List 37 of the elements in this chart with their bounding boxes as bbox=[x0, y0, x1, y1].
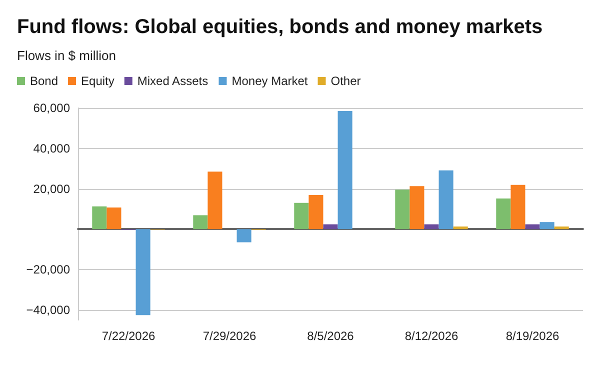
bar bbox=[554, 226, 569, 230]
x-tick-label: 8/5/2026 bbox=[307, 329, 354, 343]
bar bbox=[308, 195, 324, 230]
bar bbox=[236, 229, 252, 242]
bar bbox=[106, 208, 122, 230]
bar bbox=[510, 184, 526, 230]
legend-label: Money Market bbox=[232, 74, 308, 88]
bar bbox=[323, 224, 338, 230]
legend-label: Equity bbox=[81, 74, 114, 88]
bar bbox=[136, 229, 150, 316]
legend-label: Other bbox=[330, 74, 361, 88]
bar bbox=[208, 172, 222, 230]
x-tick-label: 7/22/2026 bbox=[102, 329, 156, 343]
x-tick-label: 8/12/2026 bbox=[404, 329, 459, 343]
bar bbox=[193, 215, 208, 230]
chart-title: Fund flows: Global equities, bonds and money markets bbox=[17, 16, 543, 38]
x-tick-label: 7/29/2026 bbox=[202, 329, 257, 343]
x-tick-label: 8/19/2026 bbox=[506, 329, 560, 343]
y-tick-label: 20,000 bbox=[33, 182, 70, 196]
y-tick-label: −20,000 bbox=[26, 262, 70, 277]
bar bbox=[525, 224, 540, 230]
legend-label: Bond bbox=[30, 74, 58, 88]
y-tick-label: 40,000 bbox=[33, 141, 70, 156]
bar bbox=[453, 226, 468, 230]
bar bbox=[438, 170, 454, 230]
legend-label: Mixed Assets bbox=[137, 74, 208, 88]
bar bbox=[338, 111, 352, 230]
y-tick-label: 60,000 bbox=[33, 101, 70, 115]
bar bbox=[92, 206, 107, 230]
bar bbox=[424, 224, 439, 230]
bar bbox=[496, 198, 511, 230]
bar bbox=[410, 186, 424, 230]
y-tick-label: −40,000 bbox=[26, 302, 70, 317]
bar bbox=[540, 222, 554, 230]
chart-subtitle: Flows in $ million bbox=[17, 48, 116, 63]
bar bbox=[294, 202, 309, 230]
bar bbox=[395, 190, 410, 230]
